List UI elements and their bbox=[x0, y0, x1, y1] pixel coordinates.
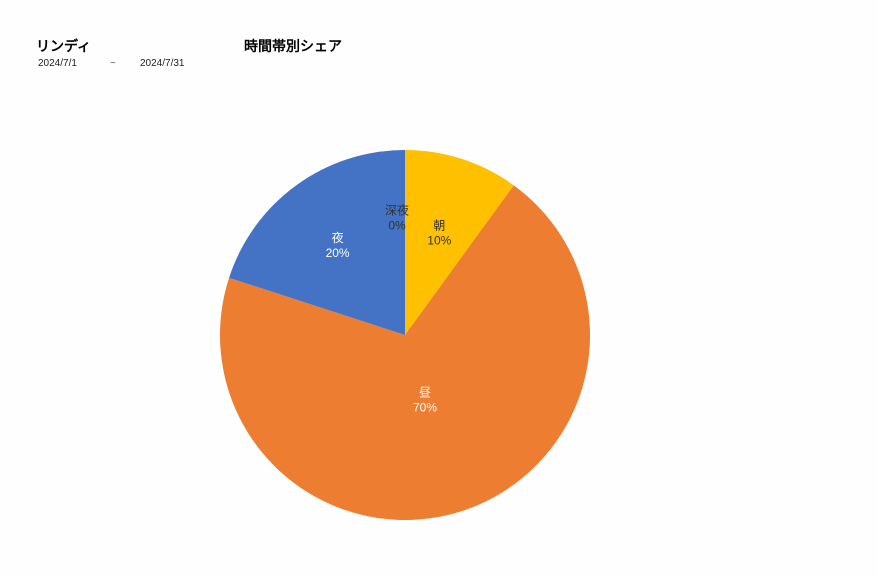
slice-label-latenight: 深夜 bbox=[385, 202, 409, 217]
slice-percent-afternoon: 70% bbox=[413, 401, 437, 415]
slice-percent-evening: 20% bbox=[326, 246, 350, 260]
slice-percent-latenight: 0% bbox=[388, 218, 406, 232]
slice-label-afternoon: 昼 bbox=[419, 386, 431, 400]
slice-percent-morning: 10% bbox=[427, 233, 451, 247]
pie-chart: 朝10% 昼70% 夜20% 深夜0% bbox=[0, 0, 877, 578]
slice-label-morning: 朝 bbox=[433, 218, 445, 232]
slice-label-evening: 夜 bbox=[332, 230, 344, 245]
